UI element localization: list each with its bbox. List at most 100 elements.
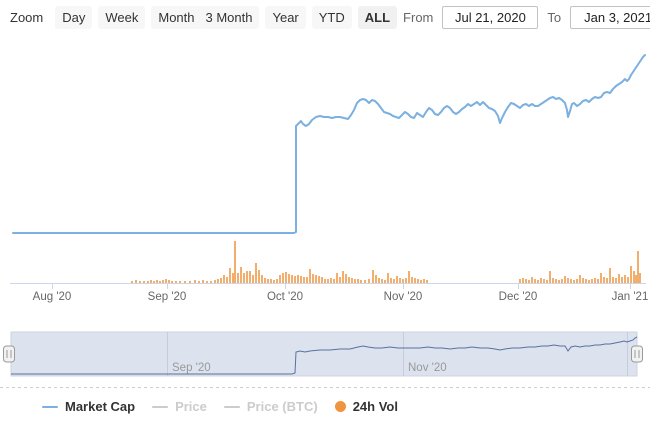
price-line-marker-icon — [152, 405, 169, 408]
volume-bar — [423, 279, 425, 283]
volume-bar — [585, 279, 587, 283]
x-axis-label: Nov '20 — [384, 291, 423, 303]
navigator-selected-range[interactable] — [10, 331, 638, 377]
volume-bar — [285, 272, 287, 283]
volume-bar — [279, 275, 281, 283]
range-button-day[interactable]: Day — [55, 6, 93, 29]
volume-bar — [309, 269, 311, 283]
range-button-all[interactable]: ALL — [357, 6, 398, 29]
volume-bar — [531, 277, 533, 283]
volume-bar — [336, 273, 338, 283]
volume-bar — [312, 274, 314, 283]
volume-bar — [264, 278, 266, 283]
range-button-3month[interactable]: 3 Month — [198, 6, 260, 29]
navigator-left-handle[interactable] — [3, 345, 15, 363]
volume-bar — [567, 278, 569, 283]
volume-bar — [381, 279, 383, 283]
volume-bar — [261, 275, 263, 283]
volume-bar — [306, 277, 308, 283]
volume-bar — [226, 277, 228, 283]
legend-item-price-btc[interactable]: Price (BTC) — [223, 399, 318, 414]
range-toolbar: Zoom Day Week Month 3 Month Year YTD ALL… — [0, 6, 650, 29]
volume-bar — [159, 281, 161, 283]
volume-bar — [345, 274, 347, 283]
volume-bar — [609, 268, 611, 283]
volume-bar — [635, 275, 637, 283]
volume-bar — [168, 280, 170, 283]
volume-bar — [131, 281, 133, 283]
volume-bar — [223, 275, 225, 283]
volume-bar — [402, 279, 404, 283]
volume-bar — [393, 279, 395, 283]
volume-bar — [561, 279, 563, 283]
volume-bar — [543, 279, 545, 283]
legend-label: 24h Vol — [352, 399, 398, 414]
navigator-right-handle[interactable] — [631, 345, 643, 363]
volume-bar — [217, 279, 219, 283]
volume-bar — [600, 273, 602, 283]
volume-bar — [162, 280, 164, 283]
volume-bar — [348, 277, 350, 283]
volume-bar — [615, 278, 617, 283]
volume-bar — [384, 280, 386, 283]
from-date-input[interactable] — [442, 6, 539, 29]
volume-bar — [232, 273, 234, 283]
volume-bar — [229, 268, 231, 283]
market-cap-line — [12, 54, 646, 234]
volume-bar — [633, 271, 635, 283]
volume-bar — [249, 271, 251, 283]
volume-bar — [342, 271, 344, 283]
volume-bar — [175, 281, 177, 283]
volume-bar — [339, 277, 341, 283]
volume-bar — [372, 270, 374, 283]
volume-bar — [627, 277, 629, 283]
volume-bar — [206, 281, 208, 283]
legend-item-price[interactable]: Price — [152, 399, 207, 414]
volume-bar — [624, 275, 626, 283]
volume-bar — [267, 279, 269, 283]
volume-bar — [594, 278, 596, 283]
legend-label: Price (BTC) — [246, 399, 318, 414]
volume-bar — [300, 276, 302, 283]
volume-bar — [246, 271, 248, 283]
x-axis-label: Dec '20 — [499, 291, 538, 303]
market-cap-line-marker-icon — [42, 405, 58, 408]
volume-bar — [588, 280, 590, 283]
volume-bar — [198, 281, 200, 283]
volume-bar — [252, 275, 254, 283]
range-button-week[interactable]: Week — [98, 6, 146, 29]
volume-bar — [414, 278, 416, 283]
navigator-axis-label: Sep '20 — [172, 362, 211, 374]
volume-bar — [202, 280, 204, 283]
volume-bar — [597, 279, 599, 283]
range-button-year[interactable]: Year — [265, 6, 306, 29]
volume-bar — [579, 275, 581, 283]
volume-bar — [630, 266, 632, 283]
volume-bar — [143, 281, 145, 283]
volume-bar — [315, 275, 317, 283]
volume-bar — [591, 279, 593, 283]
volume-bar — [555, 279, 557, 283]
volume-bar — [390, 278, 392, 283]
range-button-ytd[interactable]: YTD — [311, 6, 352, 29]
legend-item-24h-vol[interactable]: 24h Vol — [334, 399, 398, 414]
volume-bar — [582, 278, 584, 283]
to-date-input[interactable] — [570, 6, 650, 29]
legend-label: Market Cap — [65, 399, 136, 414]
volume-bar — [576, 279, 578, 283]
volume-bar — [426, 280, 428, 283]
volume-bar — [156, 280, 158, 283]
volume-bar — [537, 280, 539, 283]
volume-bar — [234, 241, 236, 283]
legend-item-market-cap[interactable]: Market Cap — [42, 399, 135, 414]
date-range-inputs: From To — [403, 6, 650, 29]
volume-bar — [270, 279, 272, 283]
volume-bar — [637, 251, 639, 283]
volume-bar — [171, 281, 173, 283]
volume-bar — [184, 281, 186, 283]
range-button-month[interactable]: Month — [151, 6, 202, 29]
volume-bar — [291, 275, 293, 283]
volume-bar — [378, 278, 380, 283]
